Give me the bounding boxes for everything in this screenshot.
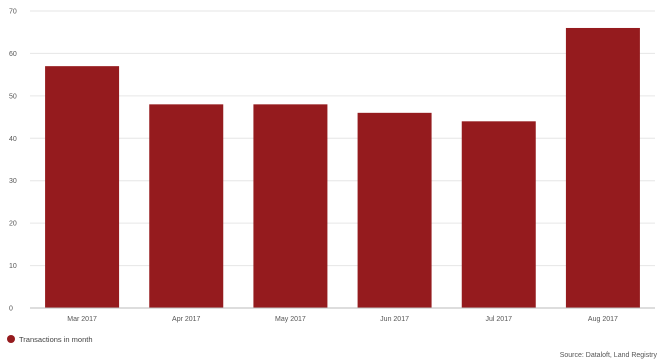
y-tick-label: 20 [9,221,17,228]
bar-mar-2017 [45,66,120,309]
bar-jun-2017 [357,112,432,308]
x-tick-label: Jul 2017 [486,316,513,323]
y-axis-ticks: 0 10 20 30 40 50 60 70 [9,9,17,313]
y-tick-label: 60 [9,51,17,58]
x-tick-label: Aug 2017 [588,316,618,323]
x-axis-ticks: Mar 2017 Apr 2017 May 2017 Jun 2017 Jul 2017… [67,316,618,323]
bar-jul-2017 [461,121,536,308]
x-tick-label: Mar 2017 [67,316,97,323]
bar-may-2017 [253,104,328,308]
y-tick-label: 40 [9,136,17,143]
y-tick-label: 50 [9,93,17,100]
legend-swatch [7,335,15,343]
legend: Transactions in month [7,335,93,344]
y-tick-label: 30 [9,178,17,185]
y-tick-label: 10 [9,263,17,270]
x-tick-label: Jun 2017 [380,316,409,323]
y-tick-label: 70 [9,9,17,16]
gridlines [30,10,655,267]
bar-aug-2017 [565,27,640,308]
x-tick-label: Apr 2017 [172,316,201,323]
source-note: Source: Dataloft, Land Registry [560,352,658,359]
x-tick-label: May 2017 [275,316,306,323]
bars [45,27,640,309]
bar-apr-2017 [149,104,224,308]
y-tick-label: 0 [9,306,13,313]
legend-label-transactions-in-month: Transactions in month [19,335,93,344]
